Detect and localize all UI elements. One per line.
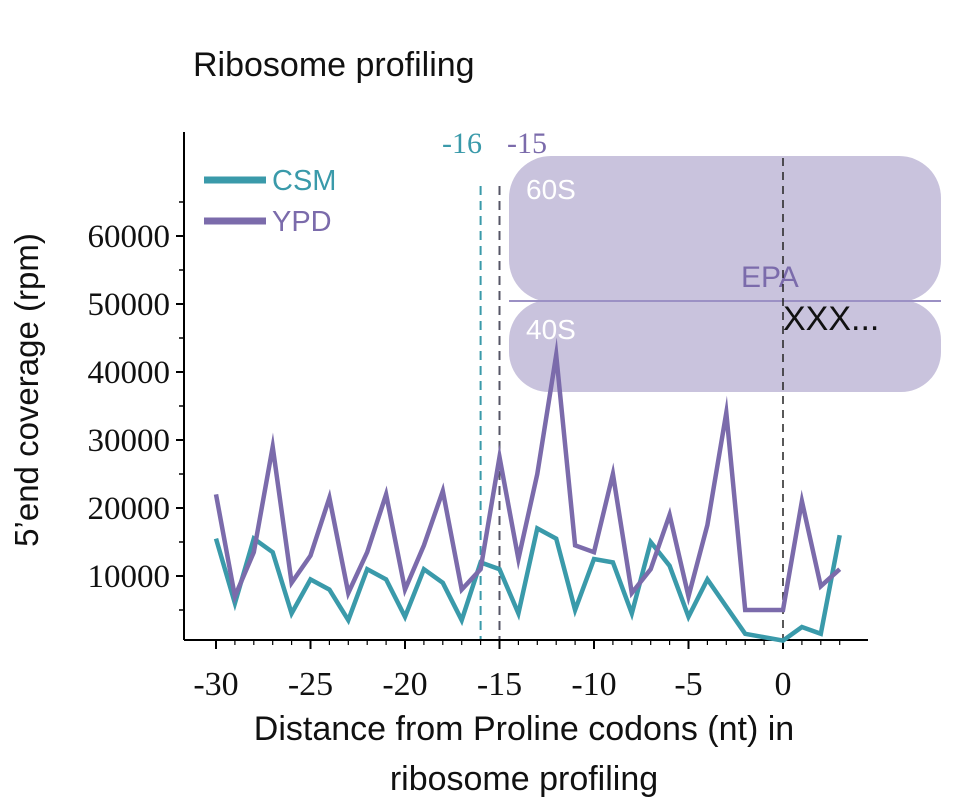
x-axis-label-line1: Distance from Proline codons (nt) in	[254, 710, 794, 748]
series-group	[213, 337, 842, 643]
chart-title: Ribosome profiling	[193, 46, 475, 84]
x-tick-label: -30	[193, 666, 238, 703]
ribosome-40s-shape	[509, 300, 941, 392]
ribosome-60s-shape	[509, 156, 941, 302]
marker-label-minus16: -16	[442, 127, 482, 160]
y-tick-label: 50000	[88, 287, 171, 323]
y-tick-label: 10000	[88, 559, 171, 595]
x-tick-label: 0	[775, 666, 792, 703]
label-codons: XXX...	[783, 300, 879, 338]
label-60s: 60S	[526, 174, 576, 205]
axes	[183, 132, 868, 641]
y-tick-label: 40000	[88, 355, 171, 391]
legend-label-ypd: YPD	[272, 206, 332, 238]
y-axis-label: 5’end coverage (rpm)	[8, 233, 45, 547]
x-tick-label: -5	[674, 666, 702, 703]
y-tick-label: 30000	[88, 423, 171, 459]
label-40s: 40S	[526, 314, 576, 345]
y-tick-label: 20000	[88, 491, 171, 527]
x-tick-label: -25	[288, 666, 333, 703]
x-axis-ticks: -30 -25 -20 -15 -10 -5 0	[193, 640, 841, 703]
legend-label-csm: CSM	[272, 165, 336, 197]
y-tick-label: 60000	[88, 219, 171, 255]
y-axis-ticks: 10000 20000 30000 40000 50000 60000	[88, 201, 184, 611]
x-tick-label: -20	[382, 666, 427, 703]
x-tick-label: -10	[571, 666, 616, 703]
legend: CSM YPD	[204, 165, 336, 238]
marker-label-minus15: -15	[507, 127, 547, 160]
ribosome-illustration: 60S 40S EPA XXX...	[509, 156, 941, 392]
series-line-ypd	[213, 337, 842, 613]
x-tick-label: -15	[477, 666, 522, 703]
x-axis-label-line2: ribosome profiling	[390, 760, 658, 798]
series-line-csm	[213, 525, 842, 643]
label-epa: EPA	[741, 261, 799, 294]
